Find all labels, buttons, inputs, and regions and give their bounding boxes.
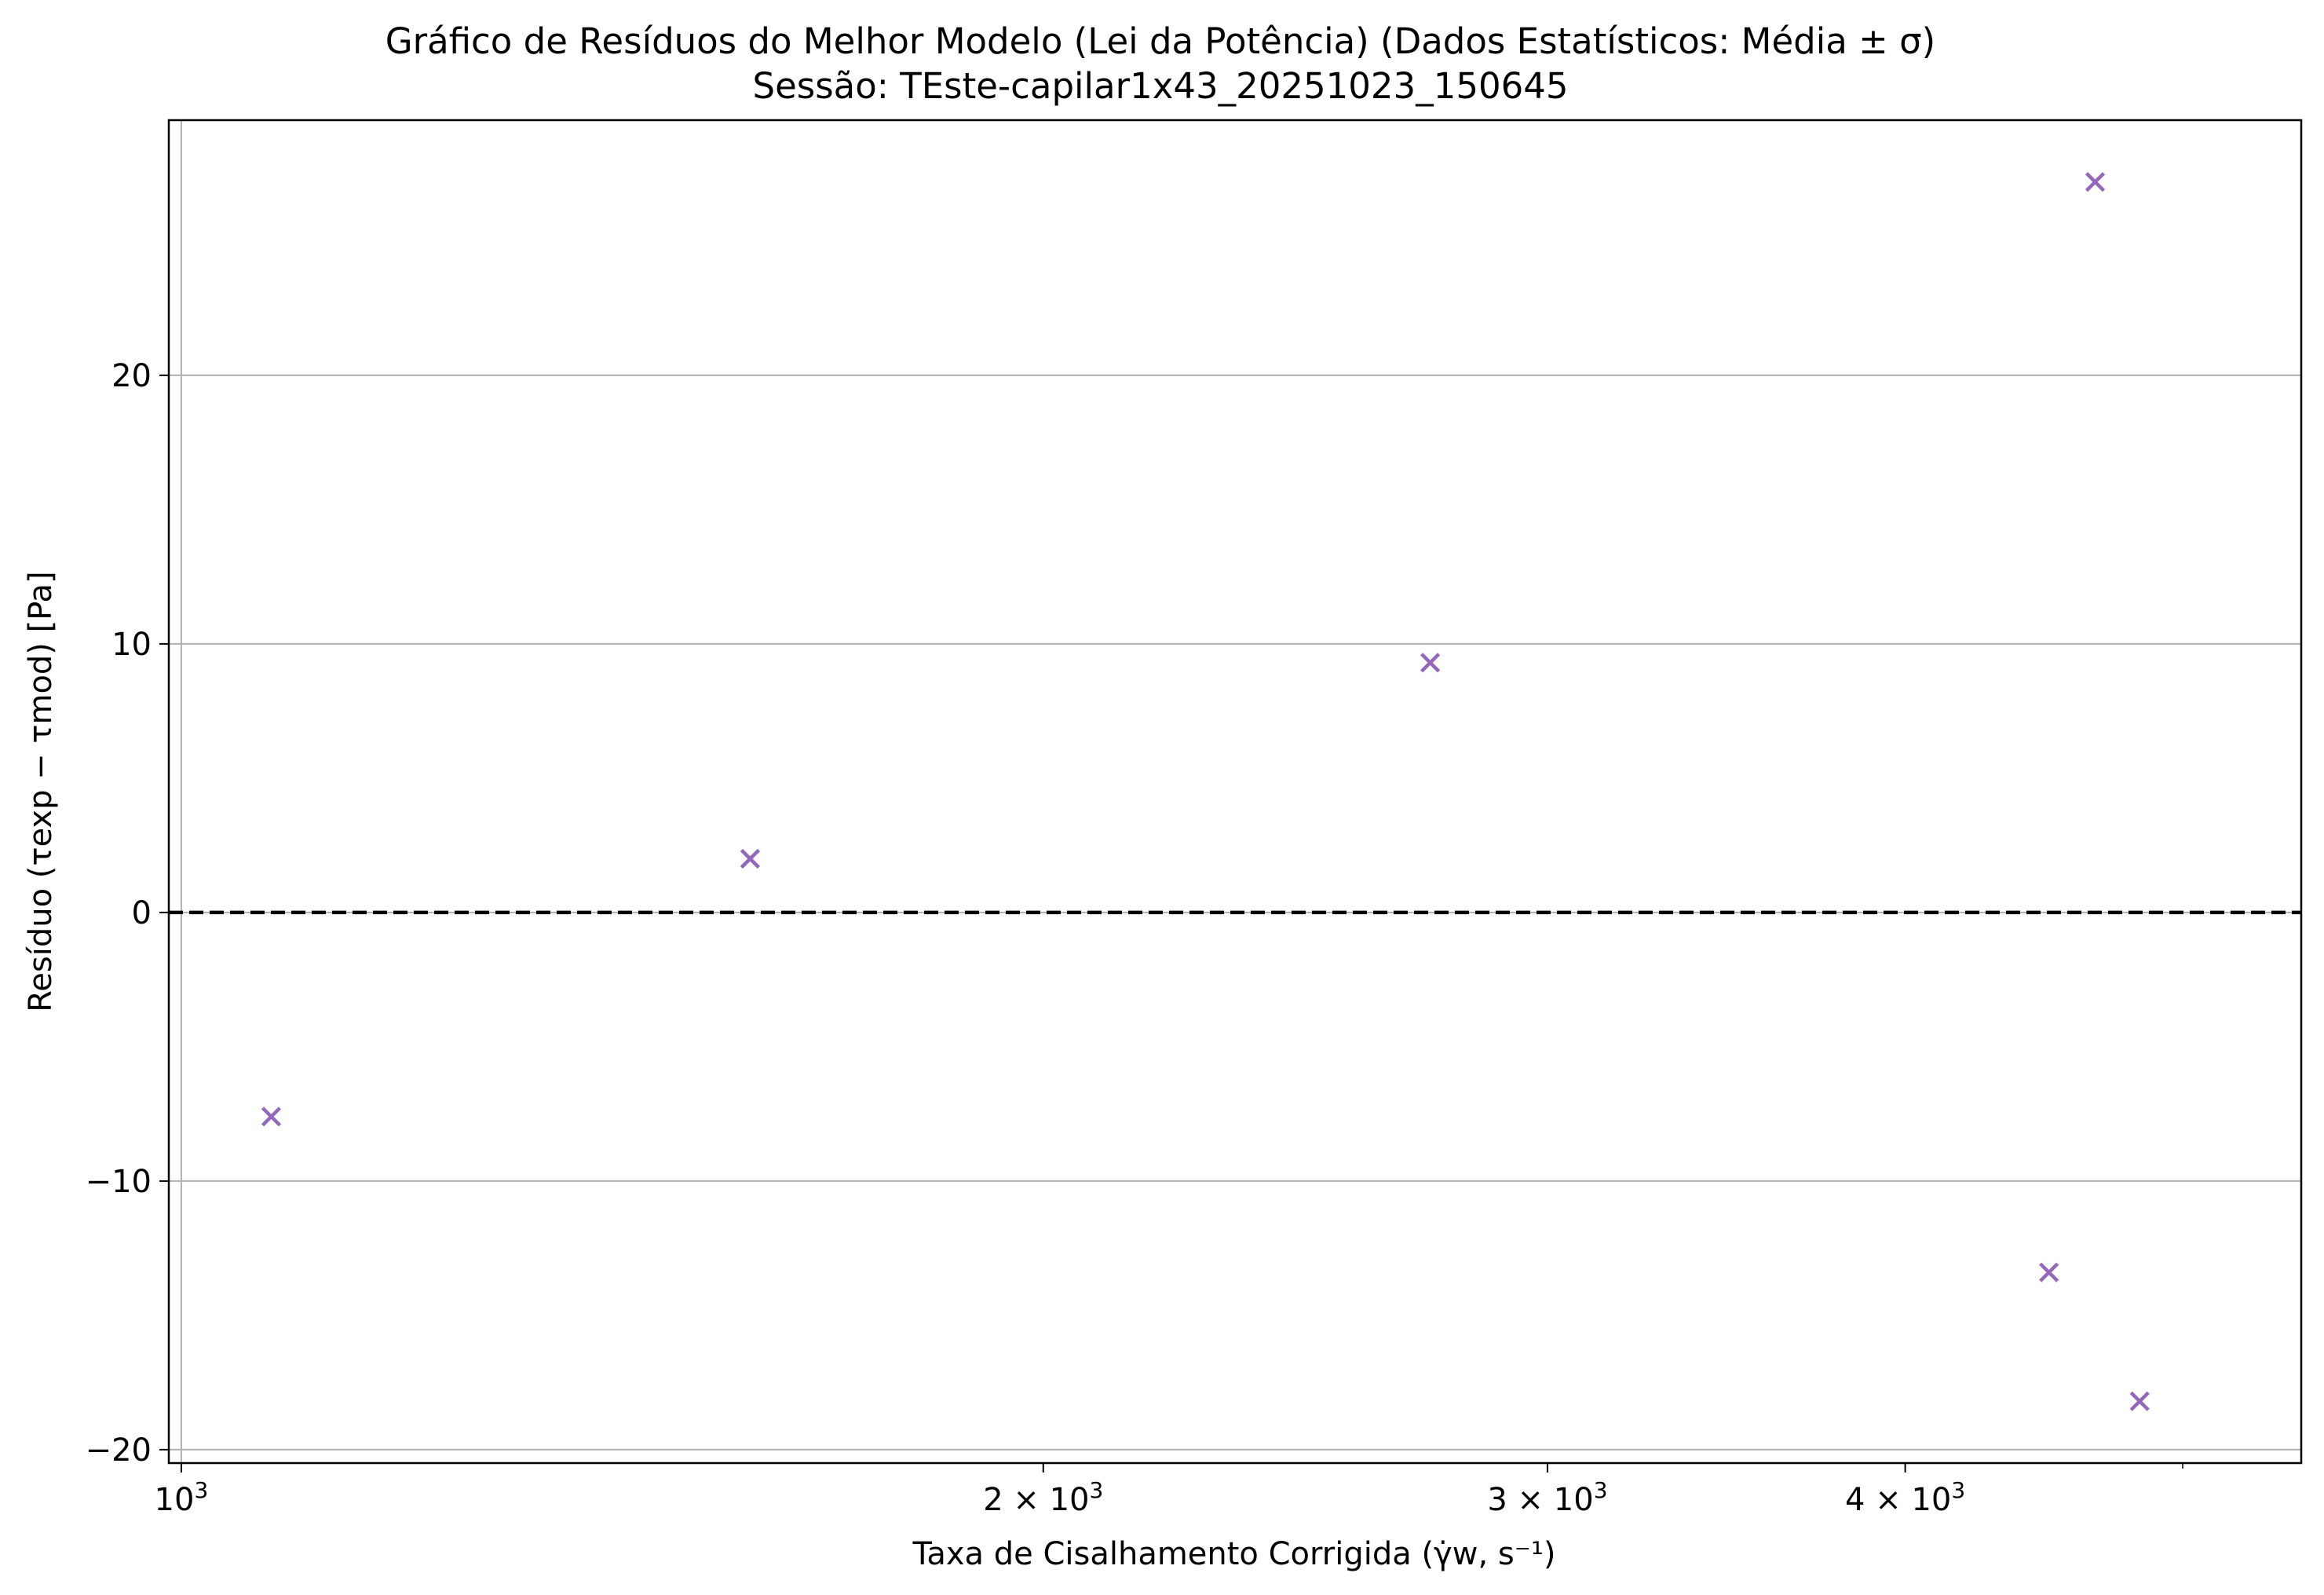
y-axis-ticks: 20 10 0 −10 −20 (86, 358, 169, 1469)
data-points (261, 172, 2150, 1411)
data-point-marker (1420, 653, 1441, 673)
y-tick-label: −20 (86, 1432, 152, 1469)
y-axis-label: Resíduo (τexp − τmod) [Pa] (23, 571, 59, 1012)
x-tick-label: 4 × 103 (1845, 1477, 1965, 1518)
data-point-marker (740, 848, 761, 869)
y-tick-label: 10 (111, 627, 152, 663)
marker-stroke (261, 1107, 282, 1127)
chart-subtitle: Sessão: TEste-capilar1x43_20251023_15064… (753, 65, 1569, 107)
chart-title: Gráfico de Resíduos do Melhor Modelo (Le… (386, 20, 1935, 62)
marker-stroke (740, 848, 761, 869)
marker-stroke (2129, 1391, 2150, 1411)
y-tick-label: −10 (86, 1164, 152, 1200)
marker-stroke (2039, 1262, 2059, 1282)
marker-stroke (2085, 172, 2106, 192)
marker-stroke (1420, 653, 1441, 673)
data-point-marker (2129, 1391, 2150, 1411)
plot-frame (167, 119, 2303, 1465)
data-point-marker (261, 1107, 282, 1127)
x-axis-ticks: 103 2 × 103 3 × 103 4 × 103 (155, 1463, 1965, 1518)
x-tick-label: 103 (155, 1477, 209, 1518)
x-tick-label: 2 × 103 (983, 1477, 1103, 1518)
x-axis-label: Taxa de Cisalhamento Corrigida (γ̇w, s⁻¹… (912, 1536, 1556, 1572)
data-point-marker (2085, 172, 2106, 192)
y-tick-label: 20 (111, 358, 152, 394)
data-point-marker (2039, 1262, 2059, 1282)
y-tick-label: 0 (132, 895, 152, 931)
x-tick-label: 3 × 103 (1487, 1477, 1607, 1518)
